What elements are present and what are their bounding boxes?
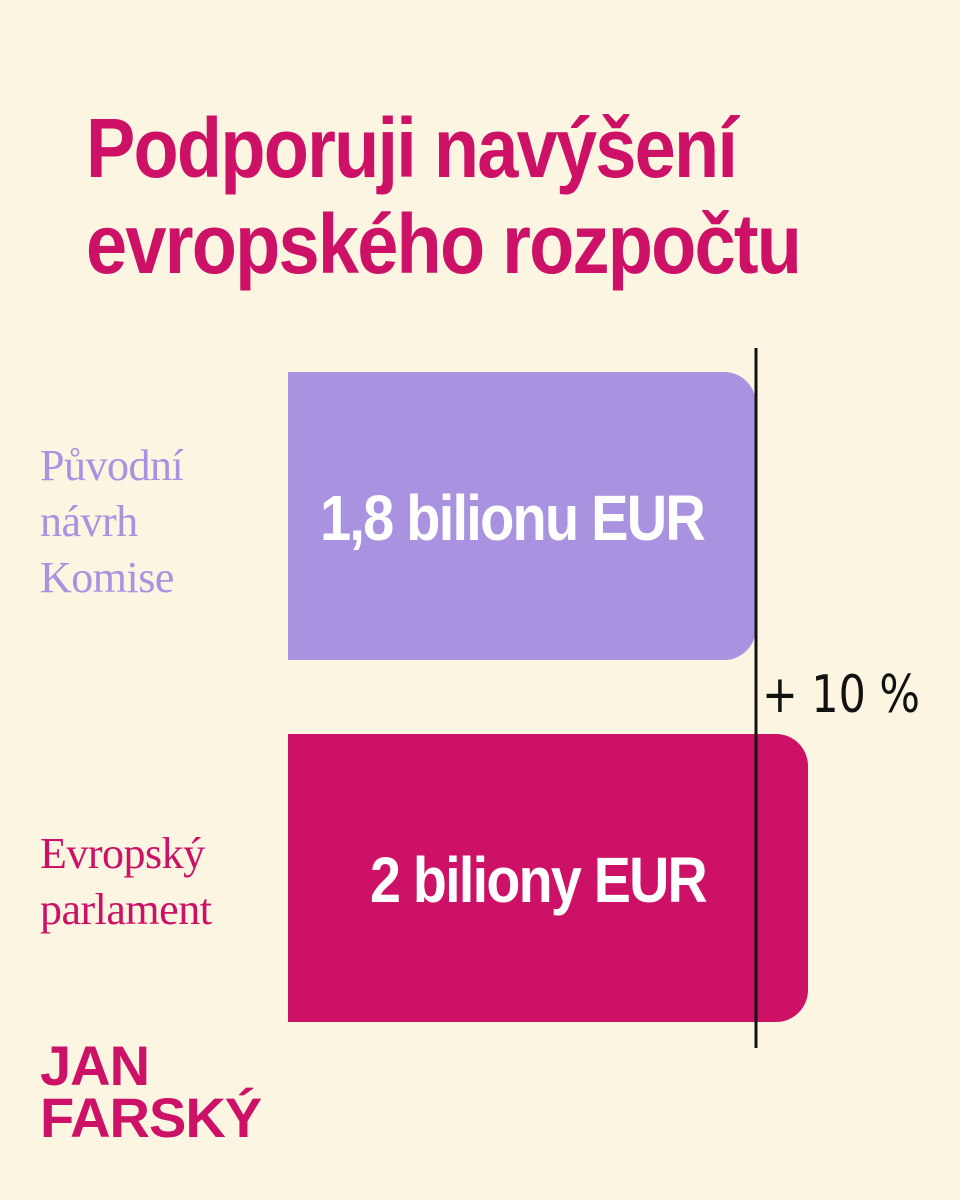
category-label-parliament: Evropský parlament xyxy=(40,826,212,938)
page-title: Podporuji navýšení evropského rozpočtu xyxy=(86,100,834,292)
title-line-1: Podporuji navýšení xyxy=(86,101,738,195)
logo: JAN FARSKÝ xyxy=(40,1034,262,1149)
category-label-line: parlament xyxy=(40,885,212,934)
category-label-commission: Původní návrh Komise xyxy=(40,438,184,606)
category-label-line: návrh xyxy=(40,497,138,546)
logo-line-2: FARSKÝ xyxy=(40,1086,262,1149)
bar-1 xyxy=(288,734,808,1022)
bar-0 xyxy=(288,372,756,660)
data-label-0: 1,8 bilionu EUR xyxy=(320,482,705,554)
logo-line-1: JAN xyxy=(40,1034,150,1097)
annotation-percent: + 10 % xyxy=(762,665,920,725)
category-label-line: Komise xyxy=(40,553,174,602)
category-label-line: Evropský xyxy=(40,829,205,878)
category-label-line: Původní xyxy=(40,441,184,490)
title-line-2: evropského rozpočtu xyxy=(86,197,802,291)
data-label-1: 2 biliony EUR xyxy=(370,844,707,916)
